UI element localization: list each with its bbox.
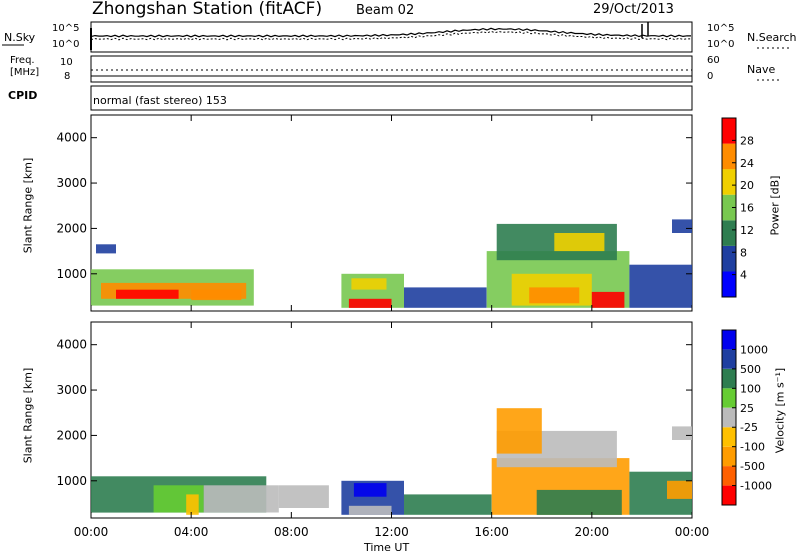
nave-tick-top: 60 [707,55,720,66]
x-tick-label-2: 08:00 [274,525,309,539]
power-colorbar-segment-1 [722,245,736,272]
power-colorbar-segment-2 [722,220,736,246]
velocity-region-15 [672,426,692,440]
velocity-colorbar-segment-5 [722,388,736,408]
noise-tick-bottom-left: 10^0 [52,39,80,50]
power-cbar-tick-label-4: 12 [740,224,754,237]
power-cbar-tick-label-5: 8 [740,246,747,259]
velocity-ytick-label-3: 4000 [56,338,87,352]
x-tick-label-3: 12:00 [374,525,409,539]
nsearch-label: N.Search [747,31,797,44]
power-colorbar-segment-6 [722,118,736,144]
velocity-region-12 [496,408,542,454]
date-label: 29/Oct/2013 [593,2,674,17]
velocity-colorbar-segment-0 [722,485,736,505]
velocity-region-4 [278,485,329,508]
velocity-cbar-tick-label-2: 100 [740,382,761,395]
power-region-4 [96,244,116,254]
freq-tick-bottom: 8 [64,71,71,82]
velocity-cbar-tick-label-0: 1000 [740,343,768,356]
velocity-cbar-tick-label-5: -100 [740,441,765,454]
velocity-region-14 [667,480,692,499]
velocity-ylabel: Slant Range [km] [21,367,35,464]
x-axis-label: Time UT [364,541,410,554]
x-tick-label-0: 00:00 [74,525,109,539]
velocity-cbar-label: Velocity [m s⁻¹] [773,367,787,454]
velocity-ytick-label-1: 2000 [56,428,87,442]
freq-label-2: [MHz] [10,67,40,78]
beam-label: Beam 02 [356,3,415,18]
noise-tick-top-left: 10^5 [52,23,80,34]
power-ylabel: Slant Range [km] [21,157,35,254]
power-region-16 [672,219,692,233]
velocity-cbar-tick-label-1: 500 [740,363,761,376]
power-colorbar-segment-5 [722,143,736,170]
velocity-region-6 [353,483,387,497]
velocity-region-2 [203,485,279,513]
velocity-cbar-tick-label-4: -25 [740,421,758,434]
velocity-region-3 [186,494,199,515]
noise-tick-top-right: 10^5 [707,23,735,34]
power-colorbar-segment-4 [722,169,736,195]
velocity-colorbar-segment-6 [722,368,736,389]
cpid-label: CPID [8,89,38,102]
x-tick-label-1: 04:00 [174,525,209,539]
power-ytick-label-1: 2000 [56,221,87,235]
velocity-cbar-tick-label-7: -1000 [740,480,772,493]
power-ytick-label-2: 3000 [56,176,87,190]
velocity-colorbar-segment-7 [722,349,736,369]
power-cbar-tick-label-2: 20 [740,179,754,192]
noise-tick-bottom-right: 10^0 [707,39,735,50]
power-region-15 [629,264,692,308]
power-region-12 [591,291,625,308]
velocity-colorbar-segment-1 [722,466,736,486]
power-region-6 [348,298,392,308]
power-cbar-label: Power [dB] [768,175,782,236]
noise-sky-line [90,27,692,38]
power-region-14 [554,233,605,252]
x-tick-label-6: 00:00 [675,525,710,539]
velocity-colorbar-segment-4 [722,407,736,428]
power-region-8 [404,287,487,308]
power-cbar-tick-label-1: 24 [740,157,754,170]
freq-tick-top: 10 [60,57,73,68]
cpid-text: normal (fast stereo) 153 [93,94,227,107]
velocity-cbar-tick-label-6: -500 [740,460,765,473]
power-colorbar-segment-3 [722,194,736,221]
velocity-colorbar-segment-8 [722,330,736,350]
power-ytick-label-0: 1000 [56,267,87,281]
velocity-colorbar-segment-3 [722,427,736,447]
nsky-label: N.Sky [4,31,36,44]
power-cbar-tick-label-0: 28 [740,134,754,147]
nave-tick-bottom: 0 [707,71,714,82]
velocity-ytick-label-2: 3000 [56,383,87,397]
x-tick-label-4: 16:00 [474,525,509,539]
power-colorbar-segment-0 [722,271,736,297]
x-tick-label-5: 20:00 [575,525,610,539]
velocity-region-7 [348,505,392,515]
power-region-2 [116,289,179,299]
velocity-region-8 [404,494,492,515]
power-region-3 [191,289,242,301]
cpid-panel-frame [90,85,693,111]
velocity-region-10 [536,489,622,515]
velocity-cbar-tick-label-3: 25 [740,402,754,415]
freq-panel-frame [90,55,693,83]
velocity-colorbar-frame [721,329,737,506]
power-region-11 [529,287,580,304]
velocity-colorbar-segment-2 [722,446,736,467]
power-region-7 [351,278,387,290]
chart-title: Zhongshan Station (fitACF) [92,0,323,19]
velocity-ytick-label-0: 1000 [56,474,87,488]
nave-label: Nave [747,63,776,76]
power-cbar-tick-label-3: 16 [740,202,754,215]
freq-label-1: Freq. [10,55,35,66]
power-ytick-label-3: 4000 [56,131,87,145]
power-cbar-tick-label-6: 4 [740,269,747,282]
